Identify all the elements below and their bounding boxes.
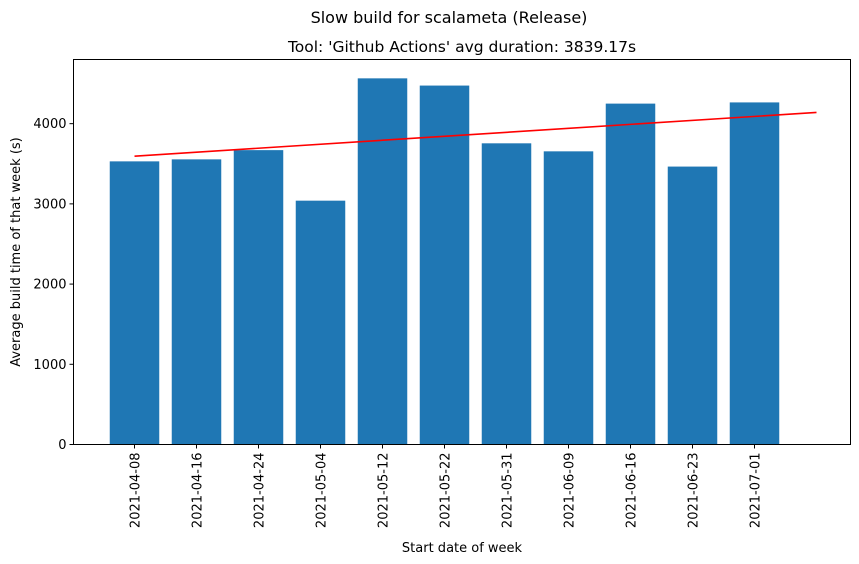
bar-2021-05-04 — [295, 200, 346, 445]
x-tick-label: 2021-06-16 — [625, 453, 640, 529]
y-axis-label: Average build time of that week (s) — [9, 137, 24, 367]
chart-suptitle: Slow build for scalameta (Release) — [311, 8, 588, 27]
y-tick-label: 0 — [58, 438, 66, 453]
bar-2021-06-23 — [667, 166, 718, 445]
bar-2021-04-08 — [109, 161, 160, 445]
x-tick-label: 2021-07-01 — [749, 453, 764, 529]
bars-group — [109, 78, 780, 445]
x-tick-label: 2021-05-31 — [501, 453, 516, 529]
bar-2021-05-31 — [481, 143, 532, 445]
x-tick-label: 2021-05-04 — [315, 453, 330, 529]
x-tick-label: 2021-04-24 — [253, 453, 268, 529]
x-axis-ticks: 2021-04-08 2021-04-16 2021-04-24 2021-05-04… — [129, 444, 764, 529]
bar-2021-05-22 — [419, 85, 470, 445]
plot-frame — [73, 59, 851, 445]
x-tick-label: 2021-06-09 — [563, 453, 578, 529]
bar-2021-06-16 — [605, 103, 656, 445]
trend-line — [134, 111, 817, 157]
trend-line-group — [134, 111, 817, 157]
y-axis-ticks: 0 1000 2000 3000 4000 — [33, 117, 74, 453]
x-tick-label: 2021-05-12 — [377, 453, 392, 529]
bar-2021-07-01 — [729, 102, 780, 445]
y-tick-label: 2000 — [33, 278, 66, 293]
x-tick-label: 2021-05-22 — [439, 453, 454, 529]
x-tick-label: 2021-04-16 — [191, 453, 206, 529]
bar-2021-04-24 — [233, 150, 284, 445]
x-axis-label: Start date of week — [402, 541, 523, 556]
bar-2021-04-16 — [171, 159, 222, 445]
bar-2021-05-12 — [357, 78, 408, 445]
y-tick-label: 1000 — [33, 358, 66, 373]
y-tick-label: 4000 — [33, 117, 66, 132]
x-tick-label: 2021-06-23 — [687, 453, 702, 529]
y-tick-label: 3000 — [33, 197, 66, 212]
bar-2021-06-09 — [543, 151, 594, 445]
x-tick-label: 2021-04-08 — [129, 453, 144, 529]
chart-title: Tool: 'Github Actions' avg duration: 383… — [287, 38, 636, 56]
